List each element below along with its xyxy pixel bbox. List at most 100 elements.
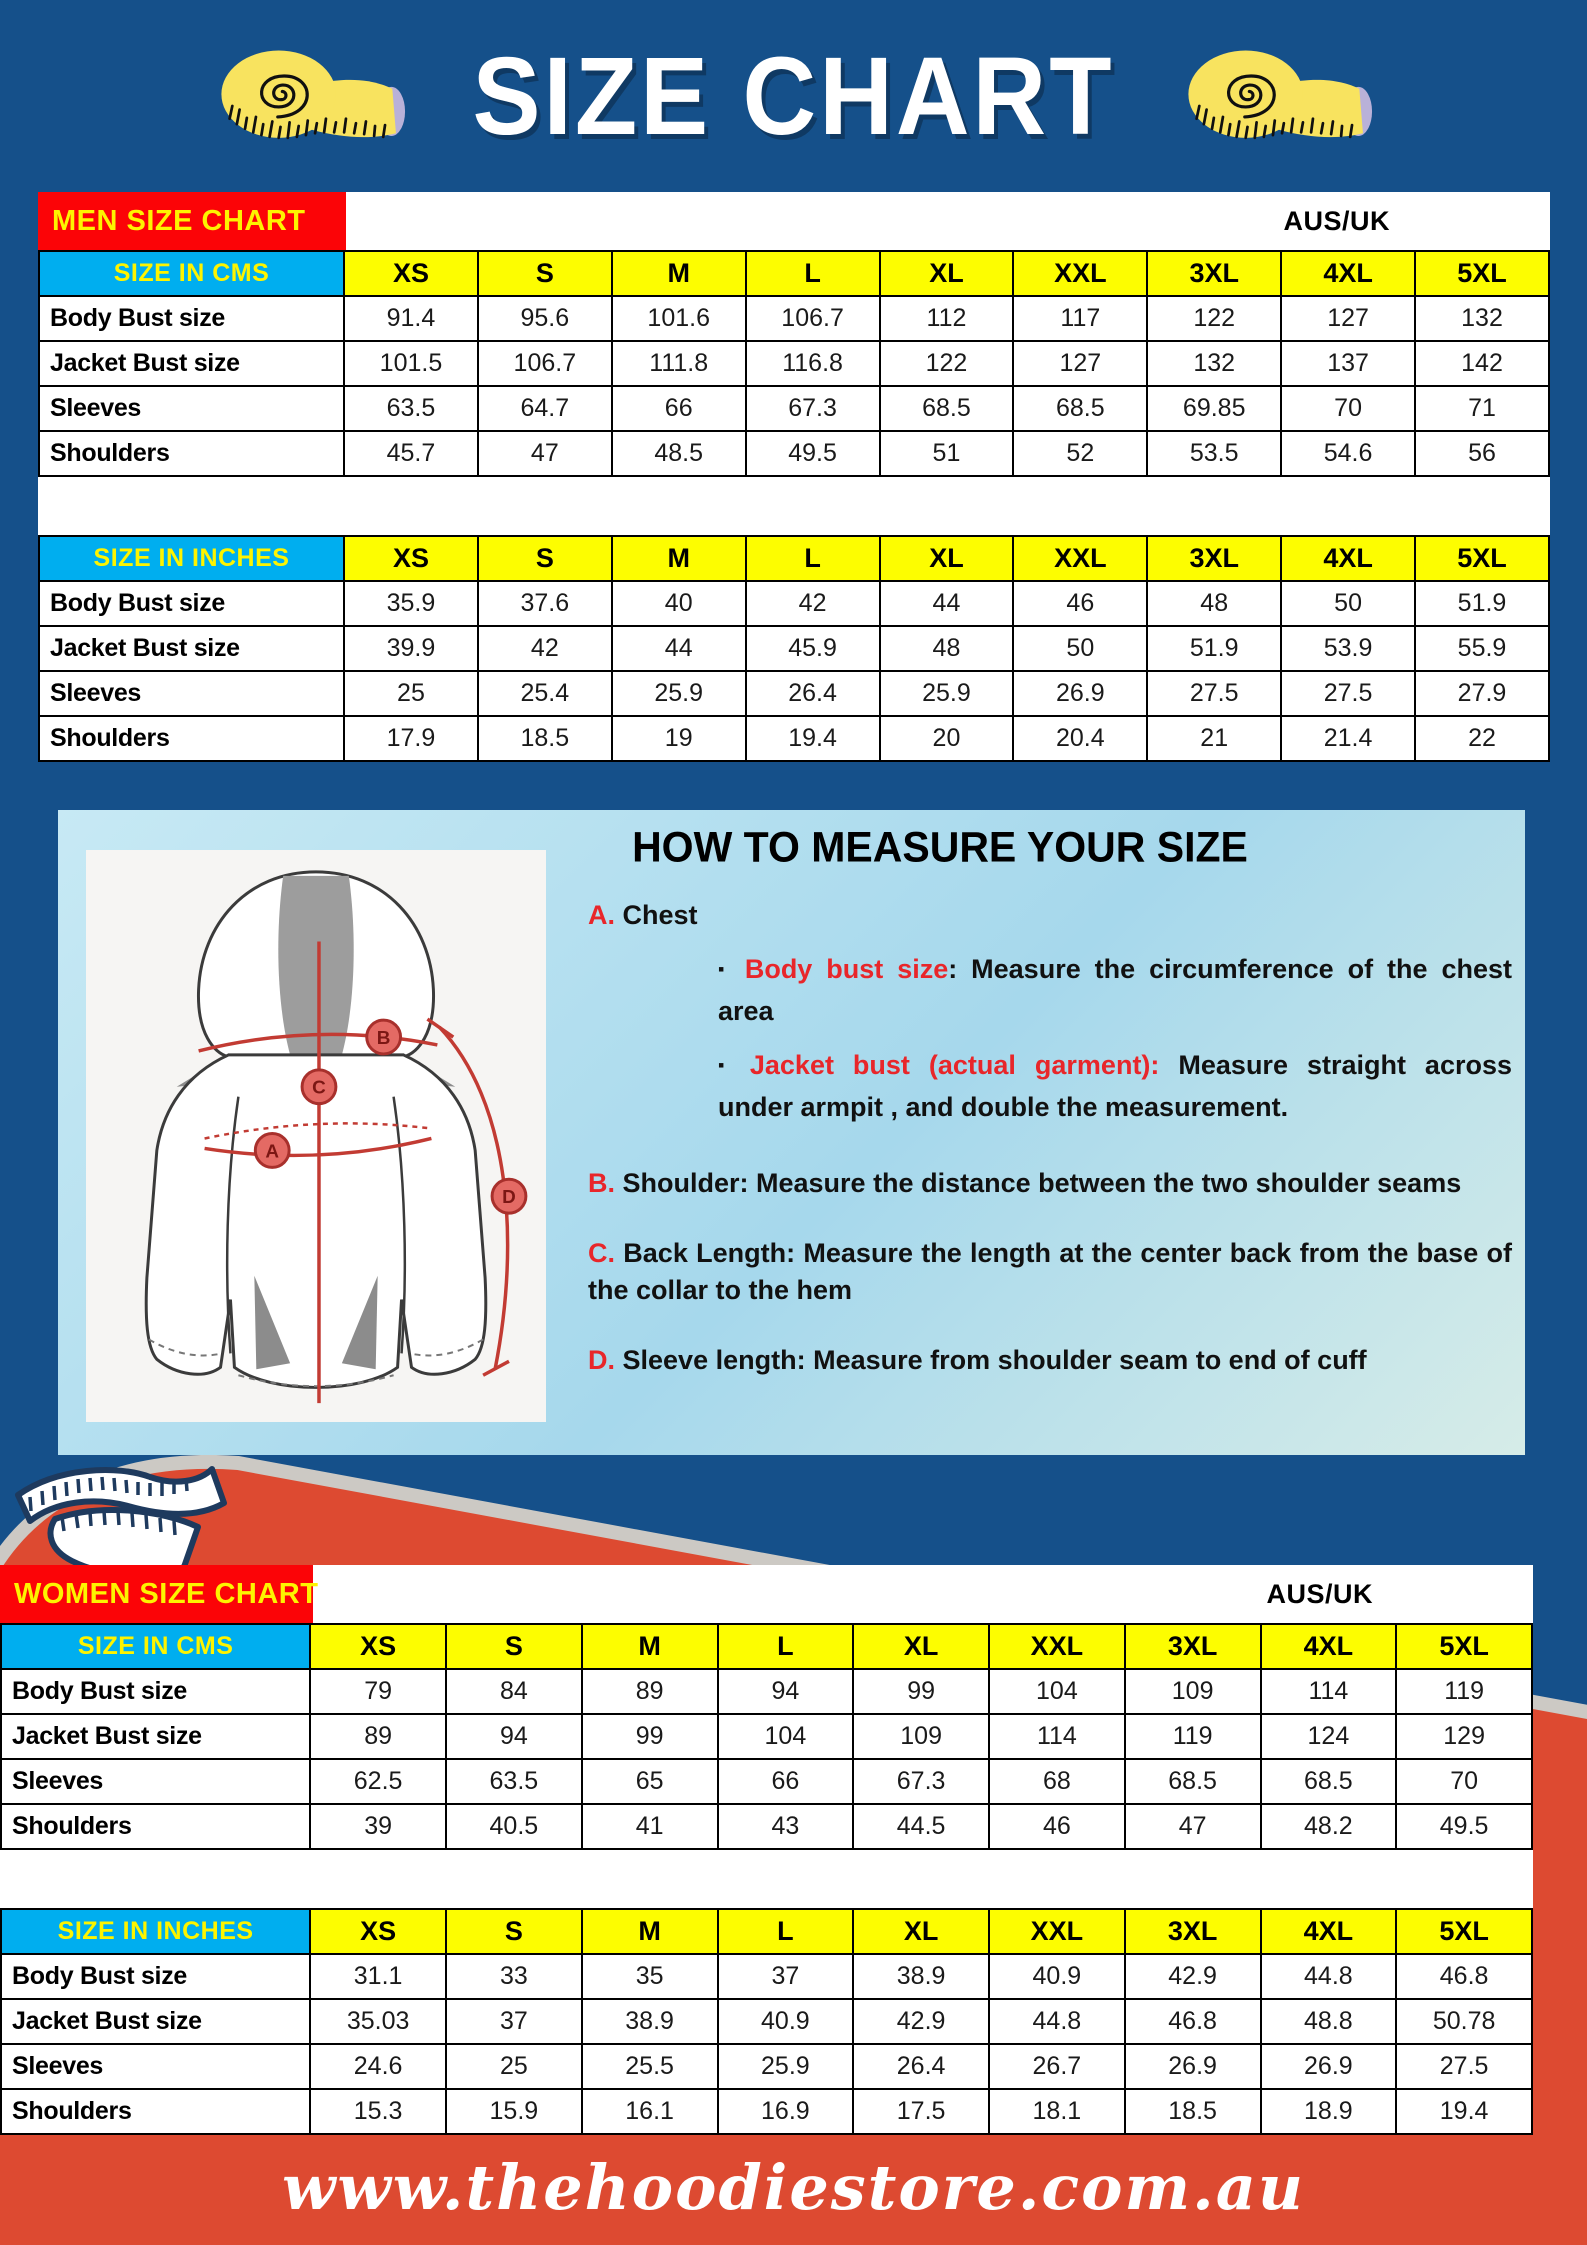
size-column-header: M — [610, 250, 747, 297]
size-value-cell: 65 — [580, 1758, 719, 1805]
size-value-cell: 50 — [1012, 625, 1149, 672]
size-value-cell: 27.9 — [1414, 670, 1550, 717]
size-value-cell: 68 — [988, 1758, 1126, 1805]
size-value-cell: 19.4 — [1395, 2088, 1533, 2135]
table-row: Body Bust size 79 84 89 94 99 104 109 114 119 — [0, 1668, 1533, 1715]
women-inches-unit-header: SIZE IN INCHES — [0, 1908, 312, 1955]
size-value-cell: 46 — [988, 1803, 1126, 1850]
size-value-cell: 95.6 — [476, 295, 613, 342]
size-column-header: 3XL — [1146, 535, 1283, 582]
table-row: Jacket Bust size 35.03 37 38.9 40.9 42.9 44.8 4… — [0, 1998, 1533, 2045]
size-value-cell: 101.5 — [343, 340, 479, 387]
size-column-header: M — [610, 535, 747, 582]
size-value-cell: 22 — [1414, 715, 1550, 762]
tape-measure-icon — [220, 50, 405, 140]
size-value-cell: 132 — [1146, 340, 1283, 387]
size-value-cell: 66 — [716, 1758, 855, 1805]
size-column-header: 4XL — [1280, 535, 1417, 582]
page-header: SIZE CHART — [0, 0, 1587, 192]
size-value-cell: 99 — [852, 1668, 990, 1715]
measurement-row-label: Shoulders — [0, 1803, 312, 1850]
size-value-cell: 20.4 — [1012, 715, 1149, 762]
size-value-cell: 68.5 — [1123, 1758, 1262, 1805]
size-value-cell: 47 — [476, 430, 613, 477]
measurement-row-label: Sleeves — [37, 670, 346, 717]
size-value-cell: 26.4 — [852, 2043, 990, 2090]
size-value-cell: 53.5 — [1146, 430, 1283, 477]
size-value-cell: 132 — [1414, 295, 1550, 342]
table-row: Sleeves 62.5 63.5 65 66 67.3 68 68.5 68.5 70 — [0, 1758, 1533, 1805]
table-row: Body Bust size 31.1 33 35 37 38.9 40.9 42.9 44.8… — [0, 1953, 1533, 2000]
size-value-cell: 44.5 — [852, 1803, 990, 1850]
page-title: SIZE CHART — [472, 33, 1115, 158]
women-chart-title: WOMEN SIZE CHART — [0, 1565, 318, 1623]
men-cms-table: SIZE IN CMS XS S M L XL XXL 3XL 4XL 5XL Body Bust … — [37, 250, 1550, 477]
howto-step-a: A. Chest — [588, 900, 698, 930]
size-value-cell: 137 — [1280, 340, 1417, 387]
size-value-cell: 64.7 — [476, 385, 613, 432]
size-value-cell: 66 — [610, 385, 747, 432]
howto-title: HOW TO MEASURE YOUR SIZE — [632, 822, 1248, 872]
size-column-header: 5XL — [1395, 1908, 1533, 1955]
size-value-cell: 45.9 — [744, 625, 881, 672]
size-value-cell: 49.5 — [1395, 1803, 1533, 1850]
size-column-header: 5XL — [1395, 1623, 1533, 1670]
size-value-cell: 119 — [1123, 1713, 1262, 1760]
measurement-row-label: Body Bust size — [0, 1953, 312, 2000]
size-value-cell: 40.9 — [716, 1998, 855, 2045]
size-value-cell: 68.5 — [878, 385, 1015, 432]
size-value-cell: 117 — [1012, 295, 1149, 342]
table-row: Sleeves 25 25.4 25.9 26.4 25.9 26.9 27.5 27.5 27.… — [37, 670, 1550, 717]
size-column-header: L — [716, 1623, 855, 1670]
table-row: Sleeves 63.5 64.7 66 67.3 68.5 68.5 69.85 70 71 — [37, 385, 1550, 432]
size-value-cell: 53.9 — [1280, 625, 1417, 672]
table-row: Body Bust size 91.4 95.6 101.6 106.7 112 117 12… — [37, 295, 1550, 342]
measurement-row-label: Sleeves — [0, 2043, 312, 2090]
measurement-row-label: Sleeves — [37, 385, 346, 432]
size-value-cell: 19.4 — [744, 715, 881, 762]
measurement-row-label: Shoulders — [0, 2088, 312, 2135]
size-value-cell: 44 — [878, 580, 1015, 627]
howto-step-b: B. Shoulder: Measure the distance betwee… — [588, 1167, 1462, 1198]
howto-step-c: C. Back Length: Measure the length at th… — [588, 1238, 1512, 1305]
size-value-cell: 37 — [716, 1953, 855, 2000]
size-value-cell: 48 — [878, 625, 1015, 672]
table-row: Shoulders 39 40.5 41 43 44.5 46 47 48.2 49.5 — [0, 1803, 1533, 1850]
size-value-cell: 91.4 — [343, 295, 479, 342]
size-column-header: L — [744, 250, 881, 297]
size-value-cell: 127 — [1280, 295, 1417, 342]
size-column-header: XXL — [988, 1623, 1126, 1670]
size-column-header: 3XL — [1123, 1623, 1262, 1670]
size-column-header: XS — [309, 1623, 447, 1670]
size-column-header: XXL — [1012, 250, 1149, 297]
size-column-header: 5XL — [1414, 250, 1550, 297]
measurement-row-label: Shoulders — [37, 715, 346, 762]
size-value-cell: 40 — [610, 580, 747, 627]
size-value-cell: 25.9 — [716, 2043, 855, 2090]
size-value-cell: 106.7 — [744, 295, 881, 342]
size-value-cell: 25.4 — [476, 670, 613, 717]
size-value-cell: 67.3 — [744, 385, 881, 432]
size-value-cell: 19 — [610, 715, 747, 762]
measurement-row-label: Body Bust size — [0, 1668, 312, 1715]
size-value-cell: 54.6 — [1280, 430, 1417, 477]
measurement-row-label: Shoulders — [37, 430, 346, 477]
size-value-cell: 18.5 — [1123, 2088, 1262, 2135]
size-column-header: S — [476, 535, 613, 582]
size-value-cell: 15.3 — [309, 2088, 447, 2135]
size-value-cell: 63.5 — [343, 385, 479, 432]
size-value-cell: 27.5 — [1146, 670, 1283, 717]
size-value-cell: 42.9 — [1123, 1953, 1262, 2000]
size-value-cell: 51.9 — [1414, 580, 1550, 627]
size-value-cell: 94 — [445, 1713, 583, 1760]
size-value-cell: 68.5 — [1012, 385, 1149, 432]
size-value-cell: 35.03 — [309, 1998, 447, 2045]
size-value-cell: 89 — [309, 1713, 447, 1760]
size-value-cell: 18.5 — [476, 715, 613, 762]
size-value-cell: 71 — [1414, 385, 1550, 432]
size-value-cell: 46 — [1012, 580, 1149, 627]
howto-step-d: D. Sleeve length: Measure from shoulder … — [588, 1345, 1367, 1376]
size-value-cell: 40.5 — [445, 1803, 583, 1850]
size-value-cell: 52 — [1012, 430, 1149, 477]
size-column-header: XL — [878, 250, 1015, 297]
